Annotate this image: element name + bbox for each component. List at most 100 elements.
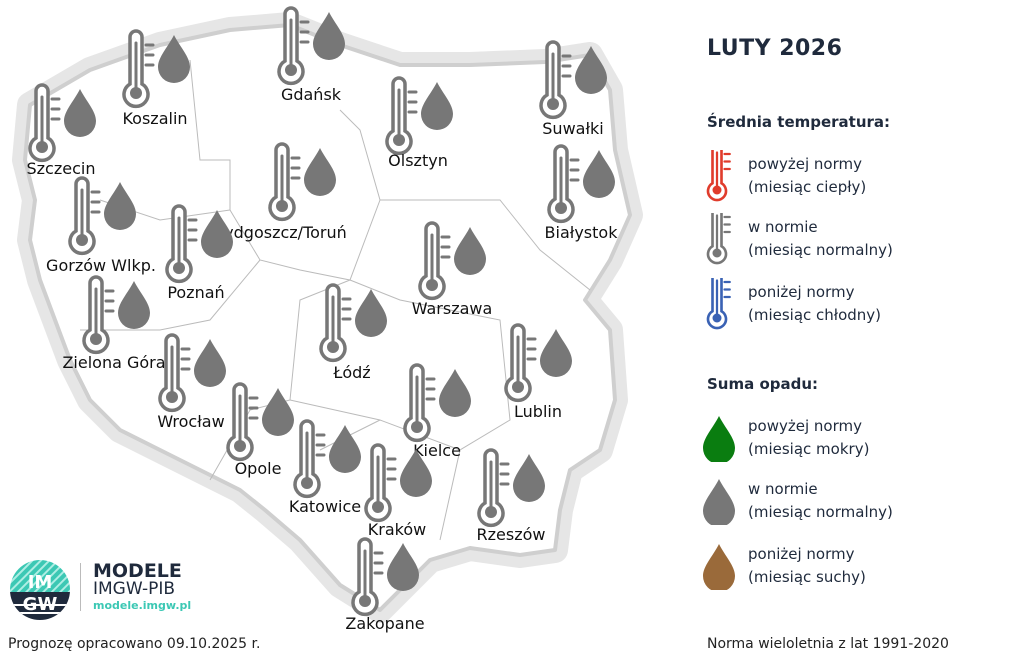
legend-precip-item: poniżej normy (miesiąc suchy) (748, 545, 866, 586)
city-marker: Wrocław (157, 333, 226, 431)
city-marker: Gdańsk (277, 6, 345, 104)
city-label: Olsztyn (388, 151, 448, 170)
drop-icon (329, 425, 361, 473)
thermometer-icon (364, 443, 397, 523)
city-marker: Rzeszów (477, 448, 546, 544)
thermometer-icon (82, 275, 115, 355)
legend-drop-icon (703, 416, 735, 462)
city-marker: Olsztyn (385, 76, 453, 170)
drop-icon (583, 150, 615, 198)
city-label: Katowice (289, 497, 361, 516)
thermometer-icon (122, 29, 155, 109)
city-marker: Kielce (403, 363, 471, 460)
drop-icon (158, 35, 190, 83)
precip-legend-heading: Suma opadu: (707, 375, 819, 393)
thermometer-icon (403, 363, 436, 443)
thermometer-icon (277, 6, 310, 86)
city-label: Białystok (545, 223, 619, 242)
drop-icon (262, 388, 294, 436)
city-label: Bydgoszcz/Toruń (213, 223, 347, 242)
city-label: Warszawa (412, 299, 493, 318)
drop-icon (400, 449, 432, 497)
thermometer-icon (539, 40, 572, 120)
city-label: Kielce (413, 441, 461, 460)
city-marker: Poznań (165, 204, 233, 302)
city-label: Zakopane (345, 614, 424, 633)
city-label: Gorzów Wlkp. (46, 256, 156, 275)
thermometer-icon (547, 144, 580, 224)
drop-icon (313, 12, 345, 60)
city-marker: Koszalin (122, 29, 190, 128)
city-label: Wrocław (157, 412, 224, 431)
drop-icon (513, 454, 545, 502)
legend-thermometer-icon (706, 213, 731, 265)
city-label: Szczecin (27, 159, 96, 178)
svg-text:IM: IM (28, 572, 53, 593)
temp-legend-heading: Średnia temperatura: (707, 113, 891, 131)
thermometer-icon (477, 448, 510, 528)
drop-icon (304, 148, 336, 196)
thermometer-icon (28, 83, 61, 163)
drop-icon (201, 210, 233, 258)
logo-separator (80, 563, 81, 611)
city-marker: Suwałki (539, 40, 607, 138)
drop-icon (104, 182, 136, 230)
city-marker: Gorzów Wlkp. (46, 176, 156, 275)
thermometer-icon (504, 323, 537, 403)
drop-icon (118, 281, 150, 329)
city-label: Rzeszów (477, 525, 546, 544)
forecast-date: Prognozę opracowano 09.10.2025 r. (8, 636, 261, 652)
drop-icon (439, 369, 471, 417)
thermometer-icon (351, 537, 384, 617)
thermometer-icon (165, 204, 198, 284)
drop-icon (421, 82, 453, 130)
city-label: Kraków (368, 520, 426, 539)
imgw-logo: IM GW (8, 558, 72, 626)
city-marker: Zakopane (345, 537, 425, 633)
thermometer-icon (68, 176, 101, 256)
city-label: Suwałki (542, 119, 603, 138)
thermometer-icon (385, 76, 418, 156)
brand-org: IMGW-PIB (93, 579, 176, 599)
city-label: Poznań (167, 283, 224, 302)
city-marker: Łódź (319, 283, 387, 382)
legend-precip-item: powyżej normy (miesiąc mokry) (748, 417, 870, 458)
legend-precip-item: w normie (miesiąc normalny) (748, 480, 893, 521)
drop-icon (540, 329, 572, 377)
city-label: Lublin (514, 402, 562, 421)
thermometer-icon (158, 333, 191, 413)
thermometer-icon (319, 283, 352, 363)
city-marker: Białystok (545, 144, 619, 242)
city-label: Koszalin (122, 109, 187, 128)
city-marker: Warszawa (412, 221, 493, 318)
voivodeship-borders (80, 59, 591, 541)
drop-icon (575, 46, 607, 94)
city-label: Łódź (332, 363, 370, 382)
brand-url[interactable]: modele.imgw.pl (93, 599, 192, 612)
city-marker: Katowice (289, 419, 361, 516)
legend-temp-item: poniżej normy (miesiąc chłodny) (748, 283, 882, 324)
drop-icon (64, 89, 96, 137)
thermometer-icon (268, 142, 301, 222)
drop-icon (194, 339, 226, 387)
city-marker: Szczecin (27, 83, 96, 178)
legend-thermometer-icon (706, 150, 731, 202)
page-title: LUTY 2026 (707, 36, 843, 61)
legend-thermometer-icon (706, 278, 731, 330)
city-label: Gdańsk (281, 85, 342, 104)
city-label: Opole (235, 459, 282, 478)
city-marker: Kraków (364, 443, 432, 539)
thermometer-icon (418, 221, 451, 301)
brand-name: MODELE (93, 560, 182, 582)
city-label: Zielona Góra (62, 353, 165, 372)
city-marker: Lublin (504, 323, 572, 421)
svg-text:GW: GW (23, 594, 58, 615)
legend-temp-item: w normie (miesiąc normalny) (748, 218, 893, 259)
thermometer-icon (226, 382, 259, 462)
legend-drop-icon (703, 544, 735, 590)
thermometer-icon (293, 419, 326, 499)
legend-drop-icon (703, 479, 735, 525)
drop-icon (454, 227, 486, 275)
city-marker: Bydgoszcz/Toruń (213, 142, 347, 242)
